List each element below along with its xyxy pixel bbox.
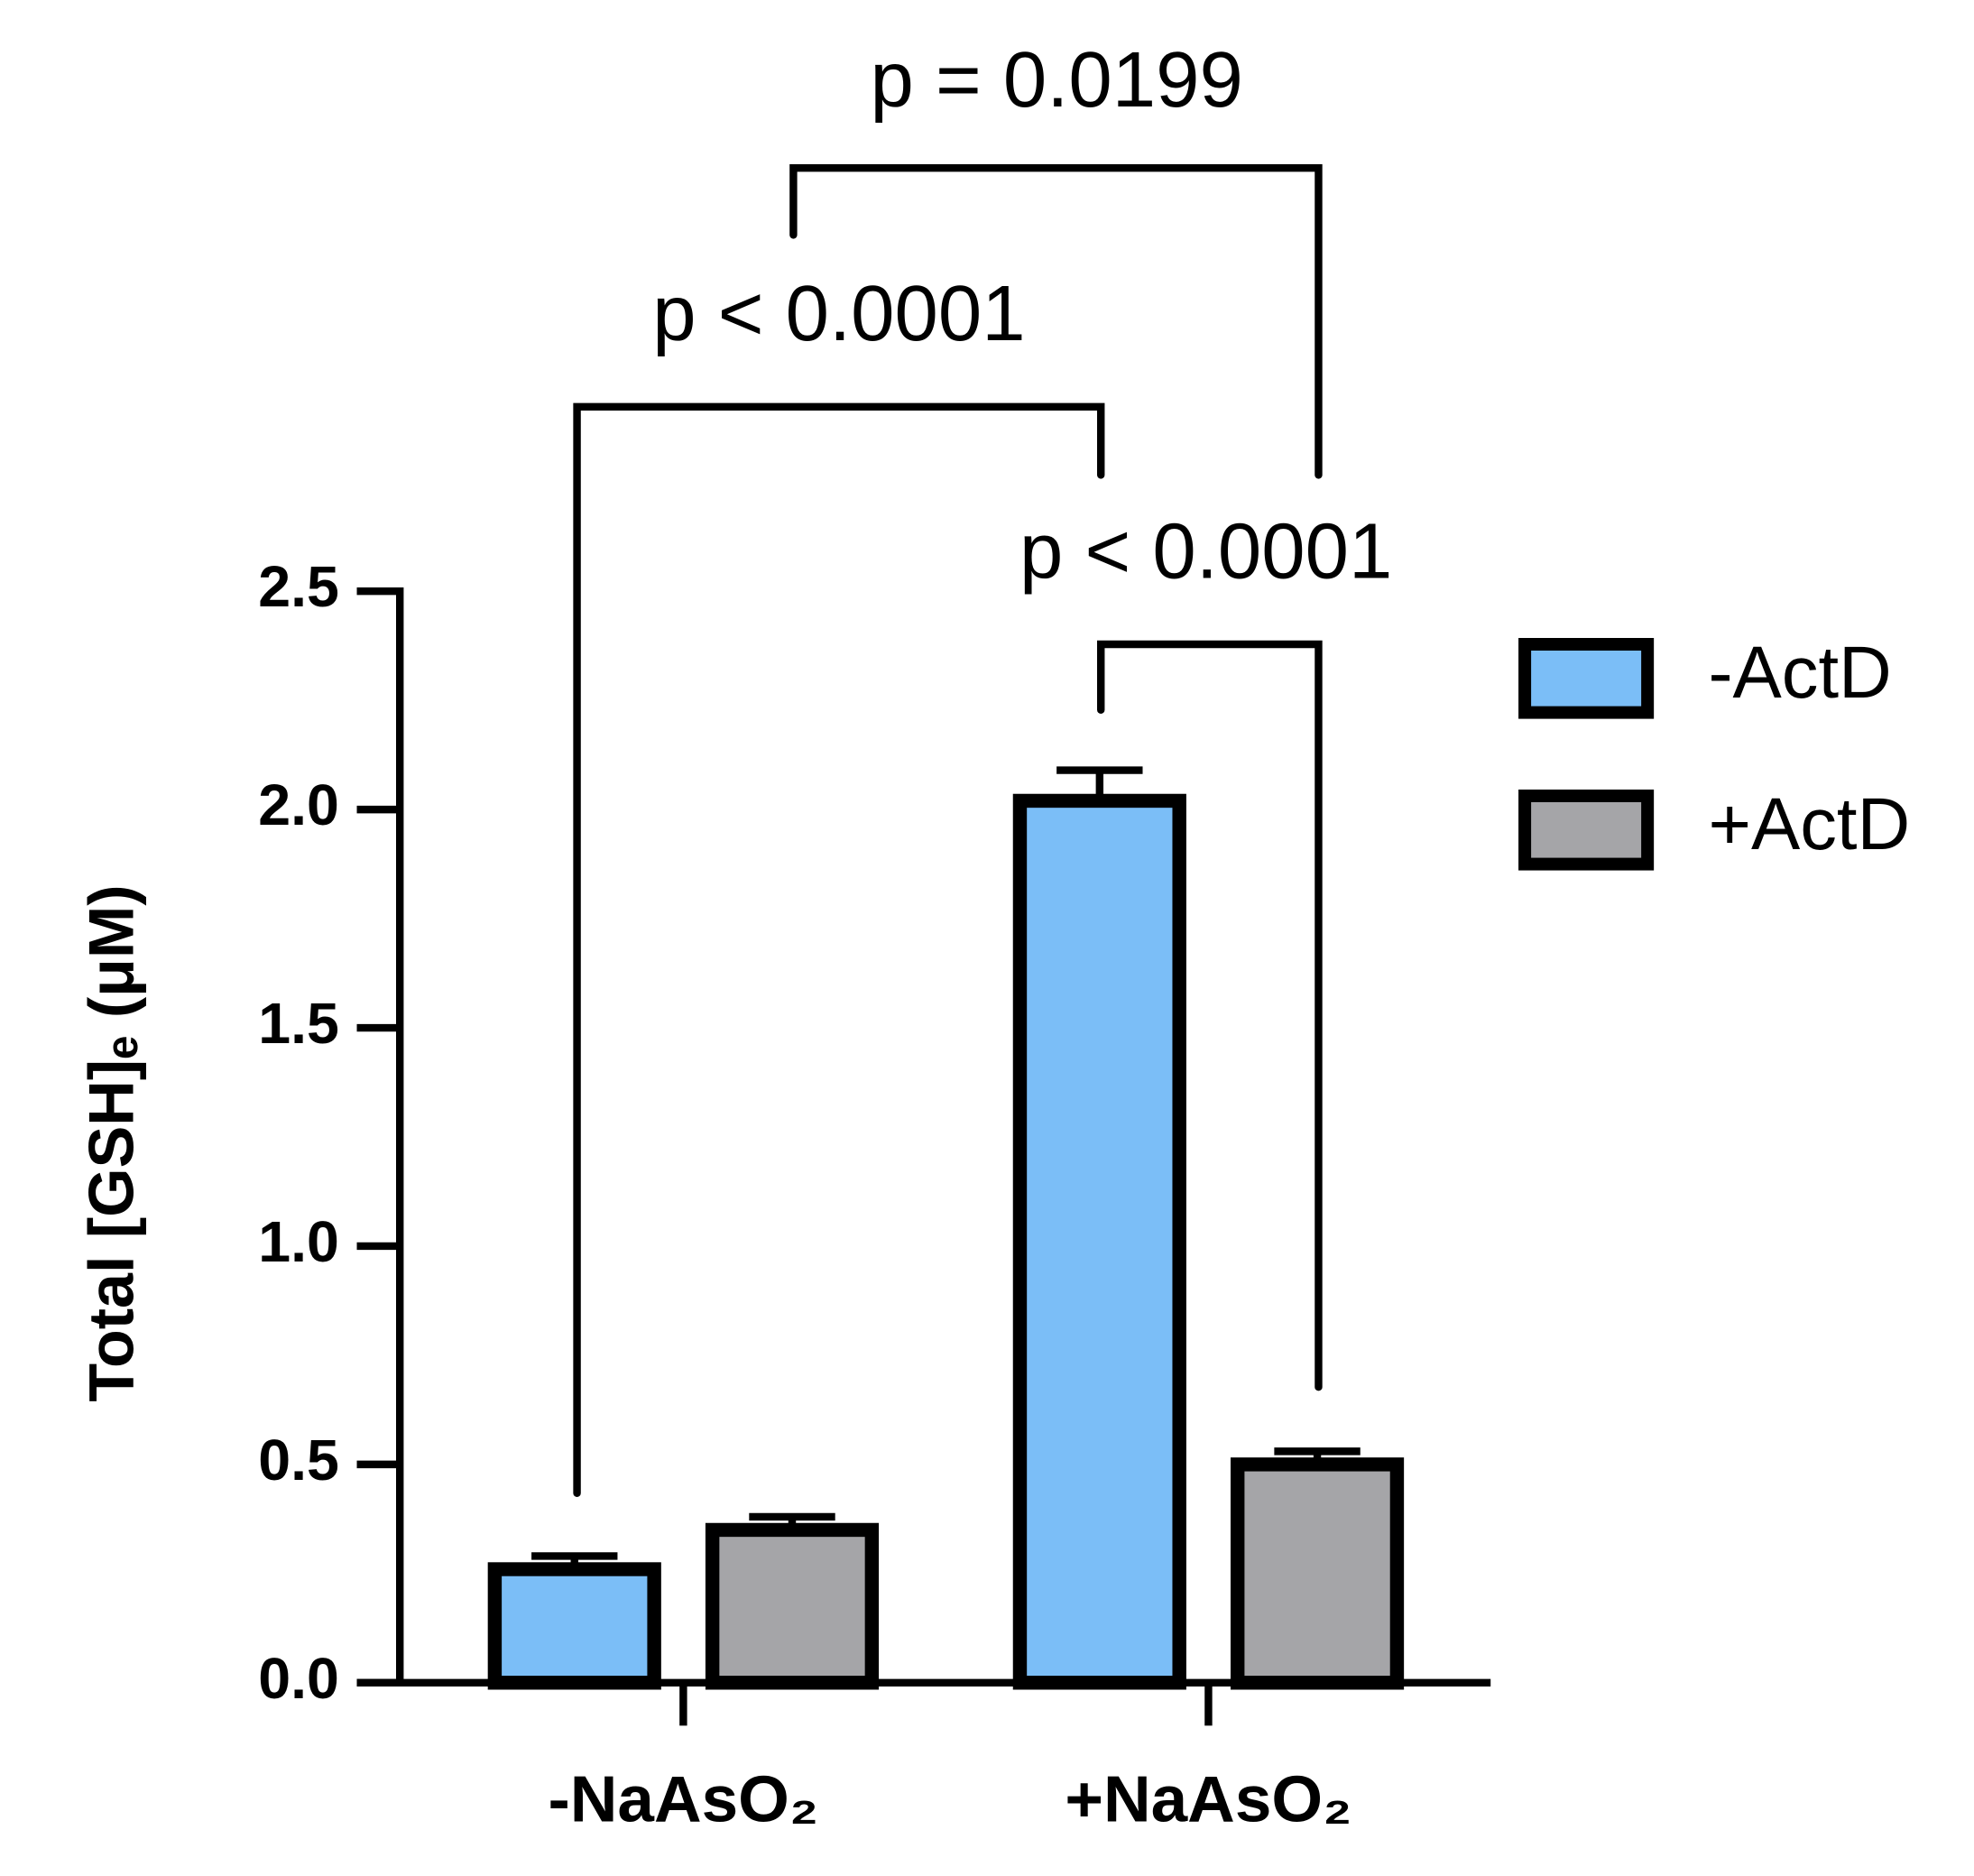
bar bbox=[705, 1522, 880, 1690]
bar bbox=[487, 1562, 661, 1690]
y-tick-label: 1.0 bbox=[258, 1209, 339, 1274]
legend-swatch bbox=[1518, 638, 1655, 719]
y-tick-label: 0.0 bbox=[258, 1646, 339, 1711]
x-tick-label: +NaAsO₂ bbox=[1065, 1762, 1351, 1835]
y-tick-label: 2.5 bbox=[258, 554, 339, 619]
significance-bracket bbox=[1097, 640, 1323, 1391]
y-tick-label: 1.5 bbox=[258, 991, 339, 1056]
p-value: p = 0.0199 bbox=[870, 36, 1242, 124]
p-value: p < 0.0001 bbox=[1019, 507, 1392, 595]
legend-swatch bbox=[1518, 790, 1655, 871]
significance-bracket bbox=[573, 402, 1105, 1497]
y-tick-label: 0.5 bbox=[258, 1428, 339, 1492]
y-axis-label: Total [GSH]ₑ (μM) bbox=[76, 884, 146, 1401]
significance-bracket bbox=[789, 164, 1323, 479]
legend-label: +ActD bbox=[1708, 783, 1910, 865]
p-value: p < 0.0001 bbox=[652, 270, 1025, 357]
legend-label: -ActD bbox=[1708, 632, 1891, 714]
x-tick-label: -NaAsO₂ bbox=[548, 1762, 818, 1835]
bar bbox=[1230, 1457, 1405, 1690]
y-tick-label: 2.0 bbox=[258, 772, 339, 837]
bar bbox=[1012, 793, 1186, 1690]
